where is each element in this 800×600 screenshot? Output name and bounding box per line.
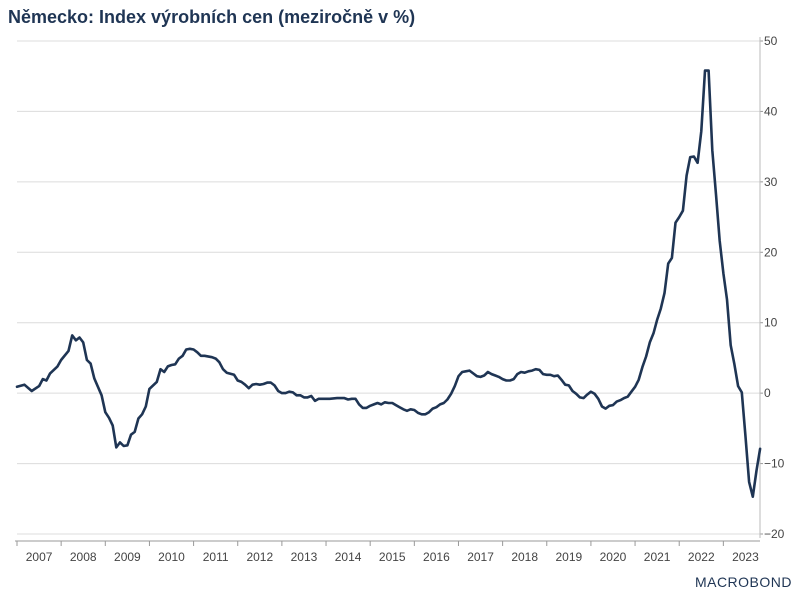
y-tick-label: 30 [764,175,778,189]
y-tick-label: 50 [764,34,778,48]
x-tick-label: 2023 [732,550,759,564]
y-tick-label: 20 [764,245,778,259]
x-tick-label: 2013 [291,550,318,564]
y-tick-label: 40 [764,104,778,118]
x-axis: 2007 2008 2009 2010 2011 2012 2013 2014 2015 2016… [15,540,760,564]
x-tick-label: 2007 [26,550,53,564]
y-tick-label: 10 [764,316,778,330]
x-tick-label: 2009 [114,550,141,564]
x-tick-label: 2022 [688,550,715,564]
x-tick-label: 2019 [555,550,582,564]
y-tick-label: 0 [764,386,771,400]
plot-area [15,69,762,499]
x-tick-label: 2016 [423,550,450,564]
x-tick-label: 2020 [600,550,627,564]
x-tick-label: 2012 [246,550,273,564]
x-tick-label: 2010 [158,550,185,564]
x-tick-label: 2014 [335,550,362,564]
x-tick-label: 2008 [70,550,97,564]
x-tick-label: 2011 [203,550,229,564]
gridlines [17,40,760,535]
y-tick-label: −10 [764,457,785,471]
chart-title: Německo: Index výrobních cen (meziročně … [8,7,416,27]
x-tick-label: 2018 [511,550,538,564]
y-tick-label: −20 [764,527,785,541]
series-line [15,69,762,499]
y-axis: 50 40 30 20 10 0 −10 −20 [759,34,785,541]
x-tick-label: 2015 [379,550,406,564]
x-tick-label: 2021 [644,550,671,564]
macrobond-logo: MACROBOND [694,574,792,590]
x-tick-label: 2017 [467,550,494,564]
